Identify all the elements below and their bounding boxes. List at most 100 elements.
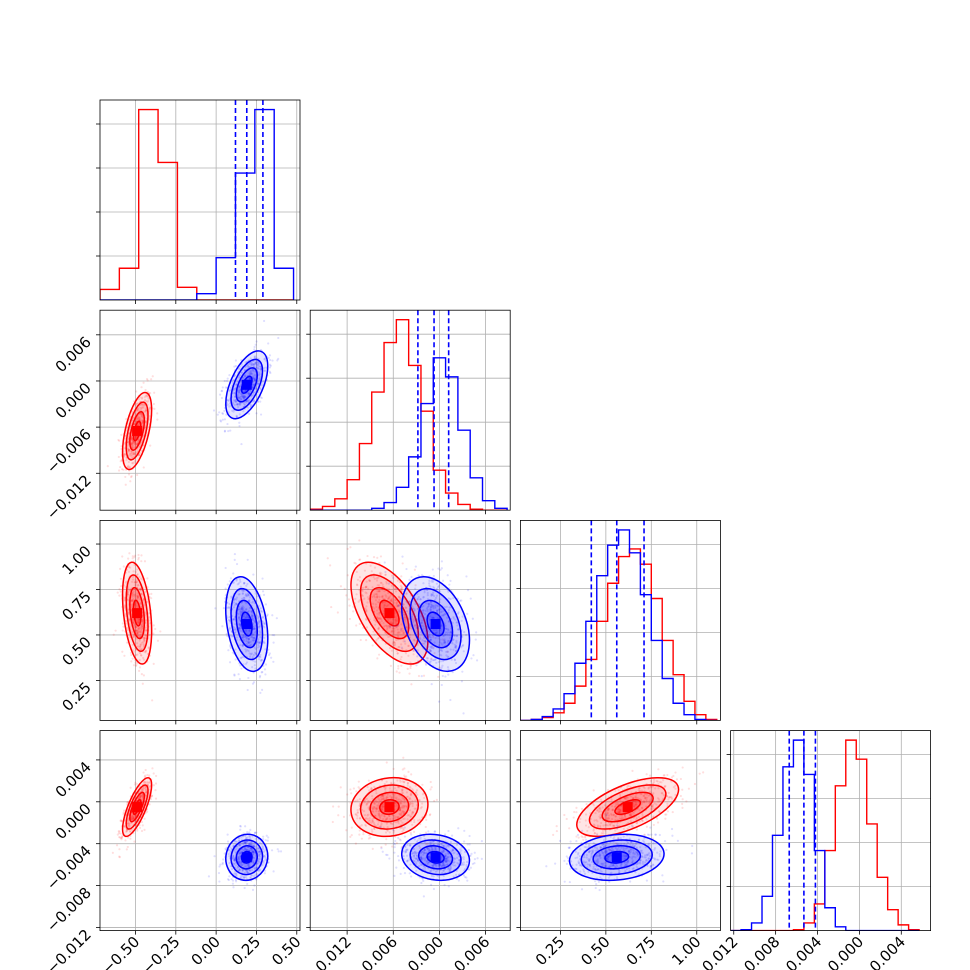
scatter-point (375, 806, 378, 809)
scatter-point (145, 409, 148, 412)
scatter-point (247, 594, 250, 597)
scatter-point (248, 645, 251, 648)
scatter-point (437, 585, 440, 589)
scatter-point (257, 621, 260, 624)
scatter-point (439, 660, 442, 663)
scatter-point (354, 562, 357, 565)
scatter-point (129, 651, 133, 654)
scatter-point (261, 846, 264, 849)
scatter-point (391, 845, 394, 848)
scatter-point (245, 594, 248, 597)
scatter-point (130, 437, 133, 441)
scatter-point (401, 797, 404, 800)
scatter-point (235, 840, 239, 843)
scatter-point (405, 592, 408, 595)
scatter-point (427, 604, 430, 608)
scatter-point (425, 632, 428, 635)
scatter-point (234, 597, 237, 600)
scatter-point (259, 656, 262, 659)
scatter-point (132, 594, 135, 597)
scatter-point (238, 402, 241, 405)
scatter-point (232, 857, 235, 860)
scatter-point (258, 850, 261, 853)
scatter-point (460, 680, 464, 683)
scatter-point (373, 785, 376, 788)
scatter-point (134, 443, 137, 446)
scatter-point (144, 634, 147, 637)
scatter-point (375, 808, 379, 811)
scatter-point (388, 595, 392, 598)
scatter-point (440, 567, 443, 570)
scatter-point (228, 615, 231, 619)
scatter-point (134, 436, 137, 440)
scatter-point (228, 602, 231, 606)
scatter-point (249, 842, 252, 846)
scatter-point (119, 819, 122, 822)
scatter-point (263, 369, 266, 372)
scatter-point (367, 813, 370, 816)
scatter-point (427, 830, 430, 833)
scatter-point (431, 593, 435, 596)
scatter-point (249, 370, 252, 373)
scatter-point (413, 609, 416, 612)
scatter-point (243, 886, 246, 890)
scatter-point (251, 851, 254, 854)
scatter-point (395, 638, 398, 642)
scatter-point (244, 389, 247, 392)
scatter-point (233, 840, 236, 843)
scatter-point (224, 566, 227, 570)
scatter-point (242, 635, 245, 639)
scatter-point (373, 607, 376, 610)
scatter-point (138, 651, 141, 654)
scatter-point (413, 639, 416, 642)
scatter-point (408, 797, 411, 800)
scatter-point (140, 396, 144, 399)
scatter-point (223, 409, 226, 413)
scatter-point (446, 628, 450, 631)
scatter-point (132, 618, 135, 622)
scatter-point (276, 848, 279, 851)
scatter-point (221, 863, 224, 866)
scatter-point (257, 850, 260, 853)
scatter-point (259, 368, 262, 371)
scatter-point (132, 598, 135, 601)
scatter-point (399, 809, 402, 812)
scatter-point (242, 589, 245, 592)
scatter-point (371, 809, 374, 813)
scatter-point (463, 850, 467, 854)
scatter-point (249, 828, 252, 831)
scatter-point (144, 774, 147, 777)
scatter-point (234, 630, 237, 634)
scatter-point (131, 817, 135, 820)
scatter-point (134, 661, 137, 664)
scatter-point (136, 573, 139, 576)
scatter-point (429, 780, 432, 784)
scatter-point (418, 636, 421, 639)
scatter-point (234, 602, 238, 605)
scatter-point (251, 849, 254, 852)
scatter-point (226, 833, 229, 836)
scatter-point (233, 392, 236, 395)
scatter-point (252, 625, 255, 629)
scatter-point (251, 848, 254, 851)
scatter-point (133, 581, 136, 584)
scatter-point (246, 848, 249, 851)
scatter-point (264, 839, 267, 842)
scatter-point (233, 627, 236, 630)
scatter-point (409, 661, 412, 664)
scatter-point (449, 648, 452, 651)
scatter-point (404, 642, 407, 645)
scatter-point (453, 646, 456, 649)
scatter-point (112, 633, 115, 636)
scatter-point (130, 815, 134, 818)
scatter-point (375, 638, 378, 642)
scatter-point (348, 814, 352, 817)
scatter-point (146, 395, 150, 398)
scatter-point (249, 357, 252, 360)
scatter-point (251, 636, 254, 639)
scatter-point (414, 624, 417, 627)
scatter-point (416, 839, 419, 842)
scatter-point (231, 857, 234, 860)
scatter-point (115, 844, 119, 847)
scatter-point (140, 654, 143, 657)
